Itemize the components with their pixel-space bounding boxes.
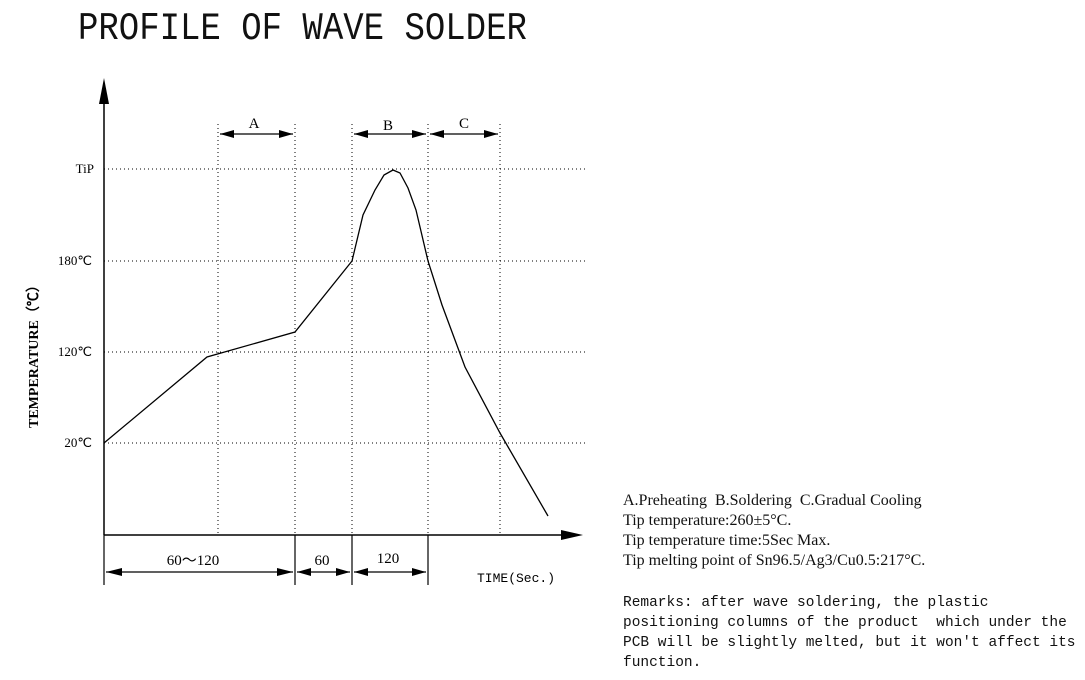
zone-label-a: A: [249, 116, 260, 132]
remarks-line: Remarks: after wave soldering, the plast…: [623, 595, 989, 611]
time-interval-label-1: 60～120: [167, 553, 220, 569]
zone-label-b: B: [383, 118, 393, 134]
remarks-block: Remarks: after wave soldering, the plast…: [623, 593, 1078, 673]
zone-c-arrowhead-right: [484, 130, 498, 138]
zone-c-arrowhead-left: [430, 130, 444, 138]
time-arrowhead: [354, 568, 368, 576]
y-tick-label-120: 120℃: [58, 344, 92, 359]
zone-b-arrowhead-left: [354, 130, 368, 138]
zone-a-arrowhead-left: [220, 130, 234, 138]
remarks-line: positioning columns of the product which…: [623, 615, 1067, 631]
y-axis-arrow: [99, 78, 109, 104]
note-line: Tip temperature time:5Sec Max.: [623, 532, 831, 549]
time-arrowhead: [336, 568, 350, 576]
y-tick-label-tip: TiP: [76, 161, 94, 176]
remarks-line: function.: [623, 655, 702, 671]
remarks-line: PCB will be slightly melted, but it won'…: [623, 635, 1076, 651]
page-title: PROFILE OF WAVE SOLDER: [78, 8, 527, 52]
x-axis-arrow: [561, 530, 583, 540]
temperature-profile-line: [103, 169, 549, 517]
time-interval-label-2: 60: [315, 553, 330, 569]
zone-b-arrowhead-right: [412, 130, 426, 138]
zone-a-arrowhead-right: [279, 130, 293, 138]
time-arrowhead: [297, 568, 311, 576]
time-arrowhead: [277, 568, 293, 576]
y-axis-title: TEMPERATURE（℃）: [26, 278, 42, 428]
x-axis-title: TIME(Sec.): [477, 571, 555, 586]
y-tick-label-20: 20℃: [64, 435, 92, 450]
y-tick-label-180: 180℃: [58, 253, 92, 268]
note-line: A.Preheating B.Soldering C.Gradual Cooli…: [623, 492, 922, 509]
zone-label-c: C: [459, 116, 469, 132]
time-interval-label-3: 120: [377, 551, 400, 567]
note-line: Tip temperature:260±5°C.: [623, 512, 792, 529]
process-notes: A.Preheating B.Soldering C.Gradual Cooli…: [623, 491, 925, 571]
note-line: Tip melting point of Sn96.5/Ag3/Cu0.5:21…: [623, 552, 926, 569]
time-arrowhead: [106, 568, 122, 576]
time-arrowhead: [412, 568, 426, 576]
